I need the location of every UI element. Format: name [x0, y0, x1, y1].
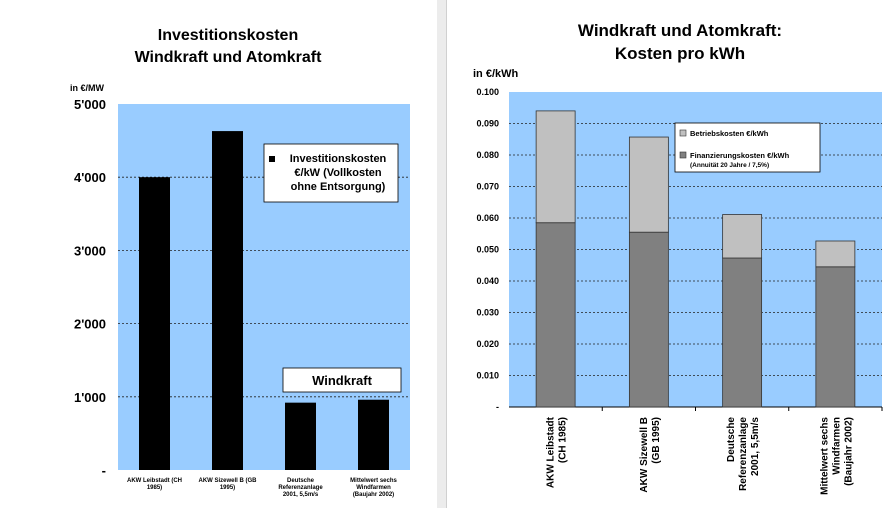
legend-box: [263, 143, 399, 203]
bar-segment: [628, 231, 669, 408]
bar-segment: [815, 266, 856, 408]
x-tick-label: AKW Leibstadt (CH: [127, 478, 182, 484]
y-axis-label: in €/MW: [70, 83, 105, 93]
x-tick-label: (Baujahr 2002): [353, 492, 394, 498]
legend-label: Betriebskosten €/kWh: [690, 129, 769, 138]
y-tick-label: 0.010: [476, 371, 499, 381]
cost-per-kwh-chart-panel: Windkraft und Atomkraft: Kosten pro kWh in…: [446, 0, 883, 508]
x-tick-label: AKW Leibstadt: [546, 416, 557, 488]
legend-label: ohne Entsorgung): [291, 181, 386, 193]
x-tick-label: Mittelwert sechs: [350, 478, 397, 484]
x-tick-label: Mittelwert sechs: [819, 417, 830, 495]
bar-segment: [535, 222, 576, 408]
x-tick-label: Referenzanlage: [738, 417, 749, 491]
bar-investitionskosten: [139, 177, 170, 470]
x-tick-label: Windfarmen: [831, 417, 842, 475]
bar-investitionskosten: [212, 131, 243, 471]
investment-cost-chart-panel: Investitionskosten Windkraft und Atomkraf…: [0, 0, 438, 508]
bar-investitionskosten: [285, 402, 316, 470]
chart-title: Windkraft und Atomkraft: [135, 49, 322, 66]
investment-cost-chart: Investitionskosten Windkraft und Atomkraf…: [70, 27, 410, 498]
x-tick-label: AKW Sizewell B: [639, 417, 650, 493]
y-tick-label: 0.090: [476, 119, 499, 129]
x-tick-label: Deutsche: [726, 417, 737, 462]
x-tick-label: 2001, 5,5m/s: [283, 492, 319, 498]
y-tick-label: 0.060: [476, 213, 499, 223]
legend-label: (Annuität 20 Jahre / 7,5%): [690, 162, 769, 169]
y-tick-label: 3'000: [74, 243, 106, 258]
legend-label: Investitionskosten: [290, 153, 387, 165]
x-tick-label: Deutsche: [287, 478, 315, 484]
bar-segment: [535, 110, 576, 224]
y-tick-label: 1'000: [74, 390, 106, 405]
bar-segment: [815, 240, 856, 268]
y-tick-label: 0.040: [476, 276, 499, 286]
y-tick-label: -: [102, 463, 106, 478]
panel-divider: [437, 0, 446, 508]
x-tick-label: 2001, 5,5m/s: [750, 417, 761, 476]
bar-segment: [628, 136, 669, 233]
y-tick-label: 0.030: [476, 308, 499, 318]
chart-title: Windkraft und Atomkraft:: [578, 21, 782, 40]
x-tick-label: AKW Sizewell B (GB: [198, 478, 257, 484]
annotation-box: [282, 367, 402, 393]
bar-segment: [722, 214, 763, 259]
y-tick-label: 0.050: [476, 245, 499, 255]
x-tick-label: Referenzanlage: [278, 485, 323, 491]
chart-title: Kosten pro kWh: [615, 44, 745, 63]
y-tick-label: -: [496, 402, 499, 412]
y-axis-label: in €/kWh: [473, 68, 519, 80]
x-tick-label: 1985): [147, 485, 162, 491]
legend-label: Finanzierungskosten €/kWh: [690, 151, 790, 160]
legend-box: [674, 122, 821, 173]
y-tick-label: 5'000: [74, 97, 106, 112]
y-tick-label: 0.100: [476, 87, 499, 97]
y-tick-label: 0.080: [476, 150, 499, 160]
y-tick-label: 4'000: [74, 170, 106, 185]
y-tick-label: 0.070: [476, 182, 499, 192]
x-tick-label: 1995): [220, 485, 235, 491]
x-tick-label: (GB 1995): [651, 417, 662, 464]
y-tick-label: 0.020: [476, 339, 499, 349]
chart-title: Investitionskosten: [158, 27, 298, 44]
legend-swatch: [269, 156, 275, 162]
cost-per-kwh-chart: Windkraft und Atomkraft: Kosten pro kWh in…: [473, 21, 883, 495]
x-tick-label: (CH 1985): [558, 417, 569, 463]
annotation-windkraft: Windkraft: [312, 373, 372, 388]
y-tick-label: 2'000: [74, 317, 106, 332]
bar-investitionskosten: [358, 399, 389, 470]
legend-label: €/kW (Vollkosten: [294, 167, 381, 179]
legend-swatch: [679, 129, 687, 137]
x-tick-label: Windfarmen: [356, 485, 391, 491]
x-tick-label: (Baujahr 2002): [843, 417, 854, 486]
legend-swatch: [679, 151, 687, 159]
bar-segment: [722, 257, 763, 408]
